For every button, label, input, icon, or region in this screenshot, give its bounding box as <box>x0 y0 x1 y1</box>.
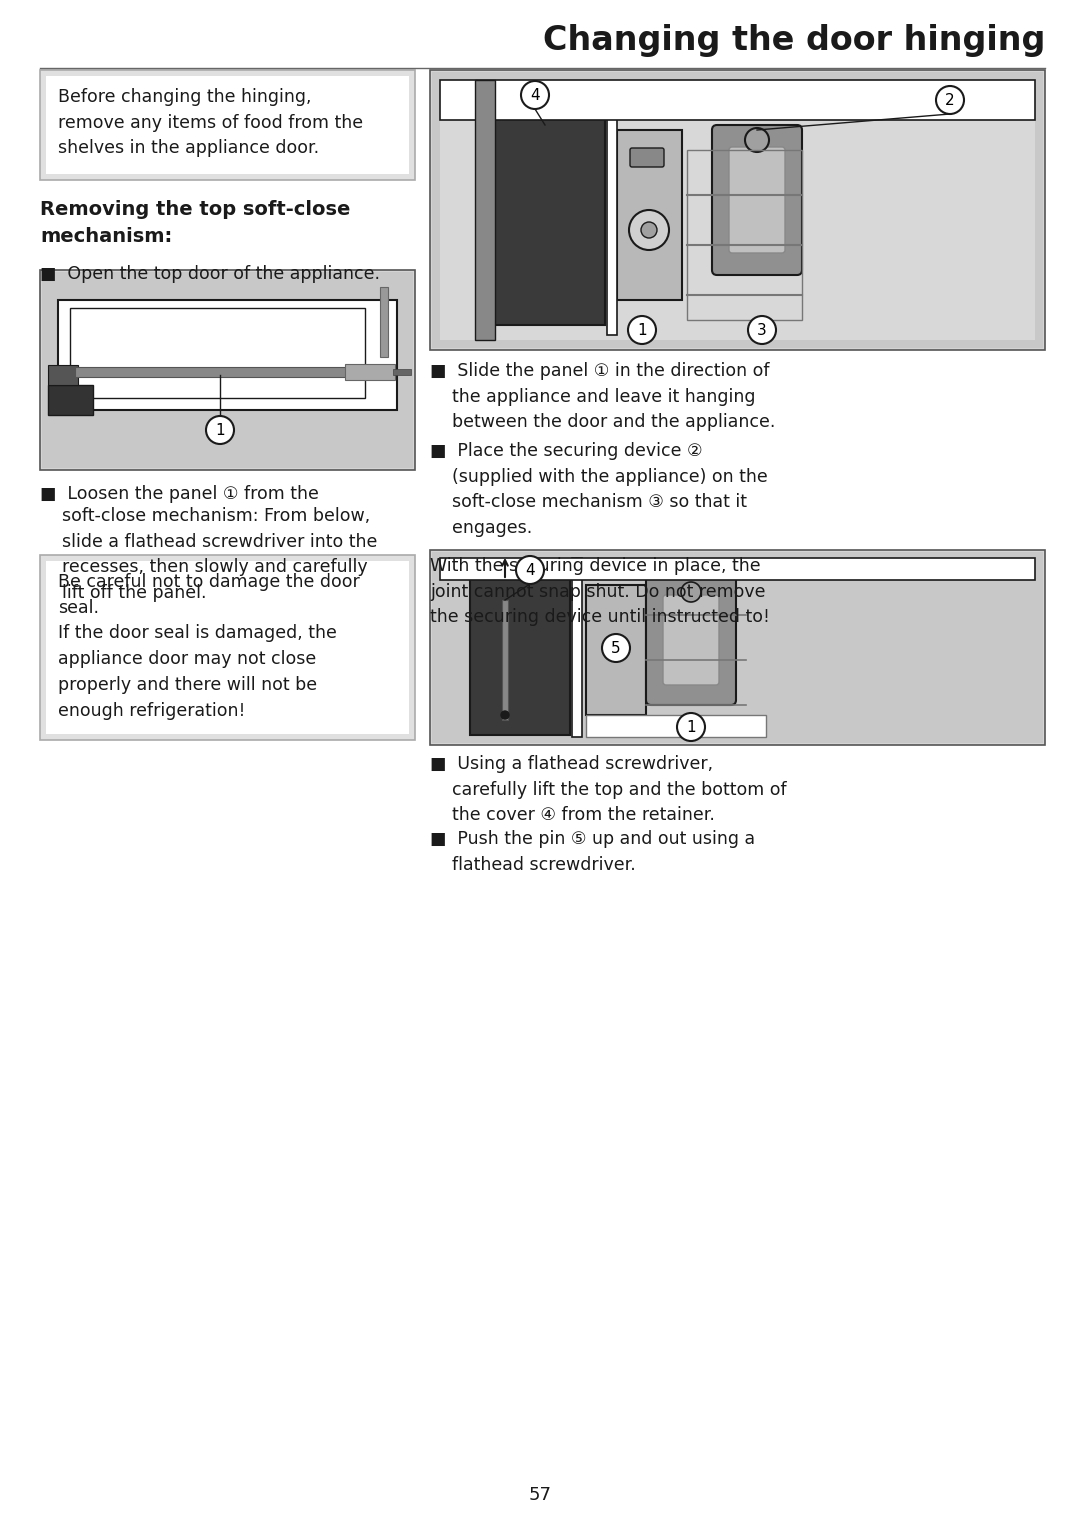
FancyBboxPatch shape <box>663 595 719 685</box>
Bar <box>75 367 350 376</box>
Bar <box>46 562 409 734</box>
Text: 4: 4 <box>530 87 540 103</box>
Bar <box>502 600 508 721</box>
Circle shape <box>629 210 669 249</box>
Bar <box>40 70 415 181</box>
Bar <box>617 130 681 300</box>
Circle shape <box>681 581 701 601</box>
Text: 4: 4 <box>525 563 535 577</box>
Bar <box>42 272 413 468</box>
Circle shape <box>602 633 630 662</box>
Text: 3: 3 <box>757 323 767 338</box>
Bar <box>58 300 397 410</box>
Bar <box>430 70 1045 350</box>
Bar <box>432 552 1043 744</box>
Text: Before changing the hinging,
remove any items of food from the
shelves in the ap: Before changing the hinging, remove any … <box>58 89 363 158</box>
Bar <box>70 308 365 398</box>
Circle shape <box>748 317 777 344</box>
Text: ■  Loosen the panel ① from the: ■ Loosen the panel ① from the <box>40 485 319 503</box>
Bar <box>48 366 78 386</box>
Bar <box>432 72 1043 347</box>
Circle shape <box>936 86 964 115</box>
FancyBboxPatch shape <box>630 148 664 167</box>
FancyBboxPatch shape <box>712 125 802 275</box>
Bar <box>440 558 1035 580</box>
Text: ■  Place the securing device ②
    (supplied with the appliance) on the
    soft: ■ Place the securing device ② (supplied … <box>430 442 768 537</box>
Bar <box>380 288 388 356</box>
Circle shape <box>677 713 705 741</box>
Bar <box>40 269 415 470</box>
Bar <box>586 584 646 715</box>
Text: soft-close mechanism: From below,
    slide a flathead screwdriver into the
    : soft-close mechanism: From below, slide … <box>40 506 377 603</box>
Bar <box>345 364 395 379</box>
Text: 1: 1 <box>637 323 647 338</box>
Text: ■  Slide the panel ① in the direction of
    the appliance and leave it hanging
: ■ Slide the panel ① in the direction of … <box>430 363 775 431</box>
Text: 5: 5 <box>611 641 621 655</box>
Bar <box>586 715 766 737</box>
Bar <box>440 80 1035 340</box>
FancyBboxPatch shape <box>729 147 785 252</box>
Bar <box>607 86 617 335</box>
Text: 2: 2 <box>945 92 955 107</box>
Text: ■  Using a flathead screwdriver,
    carefully lift the top and the bottom of
  : ■ Using a flathead screwdriver, carefull… <box>430 754 786 825</box>
Circle shape <box>642 222 657 239</box>
Bar <box>687 150 802 320</box>
Bar <box>485 95 605 324</box>
Circle shape <box>627 317 656 344</box>
Circle shape <box>516 555 544 584</box>
Bar <box>40 555 415 741</box>
Text: 1: 1 <box>686 719 696 734</box>
Text: Be careful not to damage the door
seal.
If the door seal is damaged, the
applian: Be careful not to damage the door seal. … <box>58 574 360 719</box>
Bar <box>430 549 1045 745</box>
Bar <box>48 386 93 415</box>
FancyBboxPatch shape <box>646 575 735 705</box>
Bar <box>393 369 411 375</box>
Text: 57: 57 <box>528 1486 552 1504</box>
Circle shape <box>521 81 549 109</box>
Text: Removing the top soft-close
mechanism:: Removing the top soft-close mechanism: <box>40 200 350 245</box>
Bar <box>48 402 407 462</box>
Text: ■  Push the pin ⑤ up and out using a
    flathead screwdriver.: ■ Push the pin ⑤ up and out using a flat… <box>430 829 755 874</box>
Text: With the securing device in place, the
joint cannot snap shut. Do not remove
the: With the securing device in place, the j… <box>430 557 770 626</box>
Text: ■  Open the top door of the appliance.: ■ Open the top door of the appliance. <box>40 265 380 283</box>
Circle shape <box>745 129 769 151</box>
Text: Changing the door hinging: Changing the door hinging <box>542 23 1045 57</box>
Bar <box>470 565 570 734</box>
Bar <box>440 80 1035 119</box>
Bar <box>46 76 409 174</box>
Circle shape <box>206 416 234 444</box>
Bar <box>572 558 582 737</box>
Bar <box>475 80 495 340</box>
Circle shape <box>501 711 509 719</box>
Text: 1: 1 <box>215 422 225 438</box>
